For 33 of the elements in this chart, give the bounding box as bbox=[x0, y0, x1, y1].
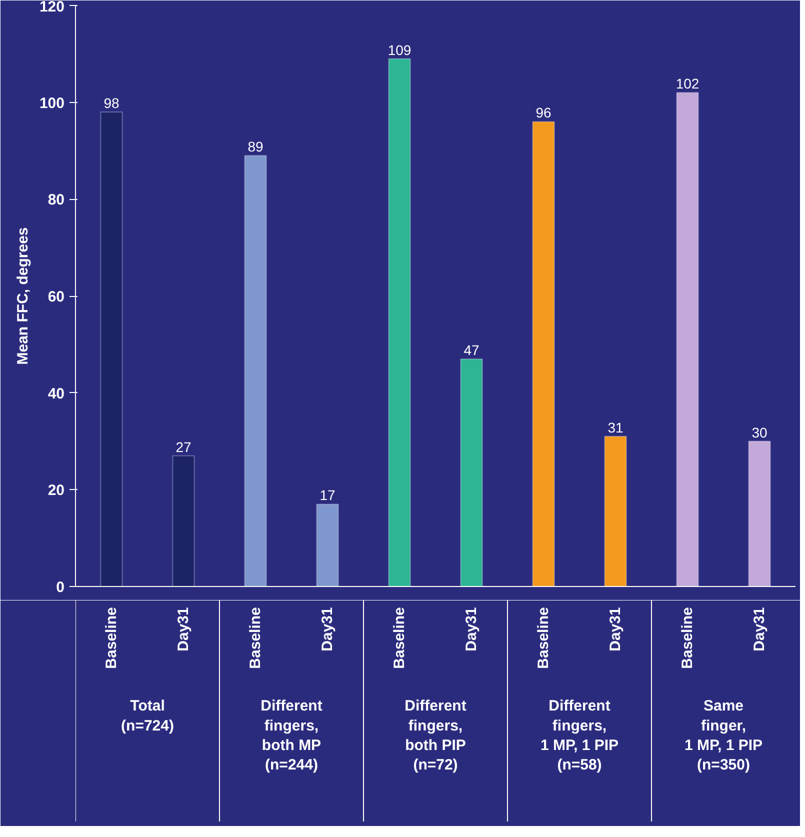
y-tick-label: 60 bbox=[48, 288, 65, 306]
x-tick-label: Day31 bbox=[463, 607, 480, 652]
x-tick-label: Baseline bbox=[679, 607, 696, 669]
data-label: 30 bbox=[752, 424, 768, 440]
y-tick-label: 20 bbox=[48, 482, 65, 500]
y-tick-label: 80 bbox=[48, 192, 65, 209]
text: Different fingers, both PIP (n=72) bbox=[404, 698, 466, 774]
text: Different fingers, both MP (n=244) bbox=[260, 698, 322, 774]
data-label: 98 bbox=[104, 95, 120, 112]
x-tick-label: Day31 bbox=[319, 607, 336, 652]
data-label: 47 bbox=[464, 342, 480, 358]
x-tick-label: Baseline bbox=[391, 607, 408, 669]
x-tick-label: Baseline bbox=[103, 607, 120, 669]
data-label: 17 bbox=[320, 487, 336, 504]
data-label: 102 bbox=[676, 76, 700, 92]
data-label: 27 bbox=[176, 438, 192, 455]
x-tick-label: Day31 bbox=[607, 607, 624, 652]
y-tick-label: 120 bbox=[39, 0, 65, 16]
y-tick-label: 0 bbox=[56, 579, 64, 596]
y-axis-title: Mean FFC, degrees bbox=[14, 227, 32, 365]
data-label: 89 bbox=[248, 138, 264, 155]
text: Different fingers, 1 MP, 1 PIP (n=58) bbox=[540, 698, 619, 774]
text: Same finger, 1 MP, 1 PIP (n=350) bbox=[684, 698, 763, 774]
data-label: 31 bbox=[608, 419, 624, 436]
x-tick-label: Baseline bbox=[535, 607, 552, 669]
y-tick-label: 100 bbox=[39, 94, 65, 112]
text: Total (n=724) bbox=[121, 698, 174, 734]
data-label: 109 bbox=[388, 42, 412, 58]
y-tick-label: 40 bbox=[48, 385, 65, 402]
x-tick-label: Baseline bbox=[247, 607, 264, 669]
x-tick-label: Day31 bbox=[175, 607, 192, 652]
x-tick-label: Day31 bbox=[751, 607, 768, 652]
data-label: 96 bbox=[536, 104, 552, 121]
